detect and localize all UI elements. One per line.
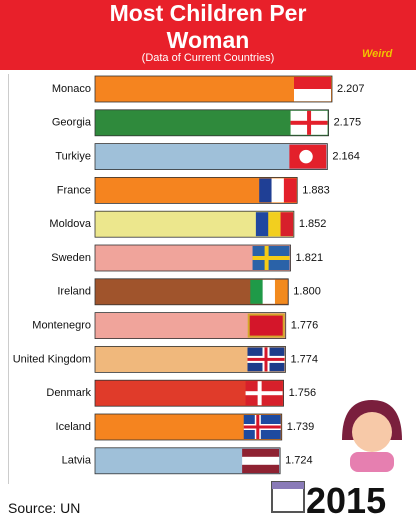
logo: Weird [362,48,393,60]
value-label: 1.776 [291,320,319,332]
flag-icon [245,381,283,406]
flag-part [259,178,272,203]
flag-icon [247,347,285,372]
flag-icon [242,448,280,474]
category-label: Ireland [57,286,91,298]
flag-part [252,256,290,260]
flag-part [249,315,283,336]
bar [94,109,329,137]
year-label: 2015 [306,480,387,520]
value-label: 1.852 [299,218,327,230]
flag-part [299,149,313,164]
category-label: Moldova [49,218,91,230]
bar [94,75,333,103]
chart-subtitle: (Data of Current Countries) [141,52,275,64]
flag-part [294,89,331,102]
category-label: Montenegro [32,320,91,332]
flag-part [274,279,288,304]
value-label: 1.800 [293,286,321,298]
category-label: Sweden [51,252,91,264]
calendar-icon [271,481,305,513]
flag-icon [250,279,288,304]
value-label: 1.774 [291,353,319,365]
flag-icon [252,246,290,270]
category-label: Denmark [46,387,91,399]
flag-icon [290,110,328,135]
chart-title: Most Children Per Woman [109,0,307,53]
category-label: United Kingdom [13,353,91,365]
flag-icon [255,212,294,237]
value-label: 2.207 [337,83,365,95]
value-label: 1.821 [296,252,324,264]
flag-part [242,456,280,466]
flag-part [243,425,281,429]
flag-part [280,212,294,237]
category-label: Latvia [62,455,92,467]
category-label: Turkiye [55,151,91,163]
category-label: Iceland [56,421,91,433]
flag-icon [259,178,297,203]
value-label: 1.724 [285,455,313,467]
flag-part [262,279,276,304]
bar [94,143,328,171]
header-band [0,0,416,70]
flag-part [271,178,285,203]
value-label: 1.739 [287,421,315,433]
flag-icon [243,415,281,439]
flag-icon [294,77,331,102]
flag-part [268,212,281,237]
value-label: 1.756 [289,387,317,399]
flag-part [242,448,280,458]
flag-part [283,178,297,203]
flag-part [255,212,269,237]
flag-part [294,77,331,90]
category-label: Georgia [52,117,92,129]
flag-part [242,464,280,474]
source-note: Source: UN [8,500,81,516]
girl-icon [342,400,402,472]
category-label: France [57,184,91,196]
value-label: 2.164 [332,151,360,163]
value-label: 2.175 [334,117,362,129]
category-label: Monaco [52,83,91,95]
flag-icon [289,144,327,169]
flag-icon [247,313,285,338]
value-label: 1.883 [302,184,330,196]
flag-part [250,279,263,304]
flag-part [245,391,283,396]
flag-part [290,120,328,125]
axis-line [8,74,9,484]
flag-part [247,357,285,361]
